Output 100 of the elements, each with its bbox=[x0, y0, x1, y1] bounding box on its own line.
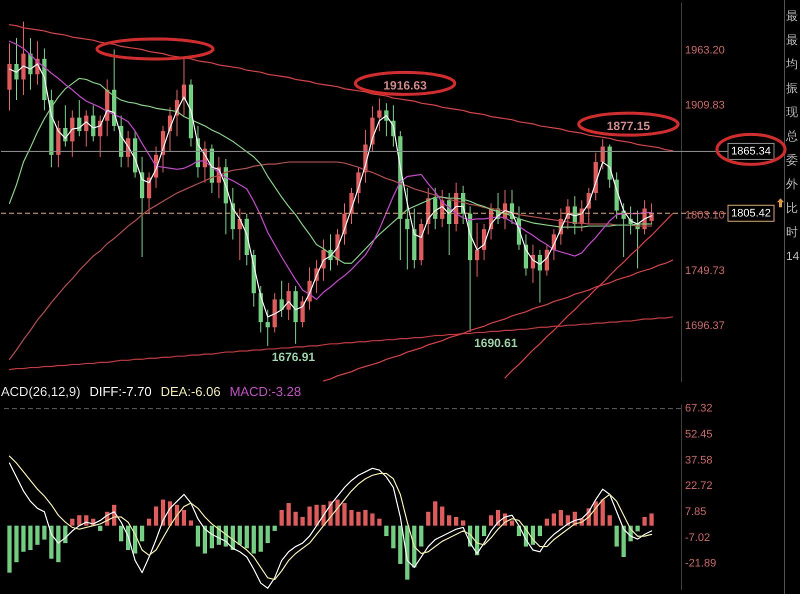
text: 最 bbox=[786, 32, 799, 49]
bar bbox=[35, 526, 40, 545]
bar bbox=[377, 518, 382, 526]
y-tick-label: -7.02 bbox=[685, 532, 710, 544]
candlestick bbox=[377, 98, 382, 132]
annotation: 1690.61 bbox=[474, 336, 518, 350]
text: 14 bbox=[786, 248, 800, 265]
bar bbox=[488, 515, 494, 526]
bar bbox=[56, 526, 60, 562]
bar bbox=[384, 526, 388, 536]
bar bbox=[544, 518, 550, 526]
candlestick bbox=[63, 104, 68, 148]
y-tick-label: 1749.73 bbox=[685, 264, 725, 277]
text: 比 bbox=[786, 200, 799, 217]
candlestick bbox=[474, 222, 480, 278]
bar bbox=[286, 503, 291, 526]
candlestick bbox=[91, 104, 96, 142]
candlestick bbox=[384, 102, 388, 137]
bar bbox=[558, 510, 563, 526]
bar bbox=[49, 526, 54, 559]
y-tick-label: 7.85 bbox=[685, 506, 706, 518]
bar bbox=[356, 512, 361, 526]
bar bbox=[280, 510, 284, 526]
bar bbox=[266, 526, 270, 544]
text: 外 bbox=[786, 176, 799, 193]
bar bbox=[98, 526, 102, 531]
text: 总 bbox=[786, 128, 799, 145]
y-tick-label: 1696.37 bbox=[685, 320, 725, 332]
annotation: 1916.63 bbox=[383, 78, 428, 92]
bar bbox=[642, 516, 647, 526]
chart-title: ACD(26,12,9) bbox=[1, 384, 80, 399]
y-tick-label: 52.45 bbox=[685, 428, 713, 441]
bar bbox=[635, 526, 640, 532]
line-series bbox=[8, 24, 674, 152]
bar bbox=[391, 526, 396, 548]
bar bbox=[419, 526, 424, 547]
bar bbox=[42, 526, 47, 540]
bar bbox=[440, 506, 444, 526]
bar bbox=[405, 526, 410, 580]
bar bbox=[552, 514, 556, 526]
bar bbox=[77, 515, 82, 526]
bar bbox=[238, 526, 242, 545]
bar bbox=[307, 506, 312, 526]
candlestick bbox=[266, 309, 270, 346]
bar bbox=[272, 526, 277, 531]
line-series bbox=[8, 316, 674, 370]
text: 现 bbox=[786, 104, 799, 121]
bar bbox=[70, 518, 74, 526]
bar bbox=[349, 510, 354, 526]
candlestick bbox=[280, 280, 284, 318]
y-tick-label: 22.72 bbox=[685, 480, 713, 492]
bar bbox=[600, 500, 605, 526]
bar bbox=[447, 515, 452, 526]
bar bbox=[294, 512, 298, 526]
bar bbox=[300, 516, 305, 526]
bar bbox=[63, 526, 68, 544]
bar bbox=[14, 526, 19, 562]
text: MACD:-3.28 bbox=[230, 384, 302, 399]
candlestick bbox=[433, 187, 438, 230]
candlestick bbox=[77, 100, 82, 137]
candlestick bbox=[286, 282, 291, 321]
bar bbox=[140, 526, 144, 542]
bar bbox=[426, 512, 430, 526]
bar bbox=[188, 520, 194, 526]
annotation: 1877.15 bbox=[606, 119, 650, 134]
text: 最 bbox=[786, 8, 799, 25]
bar bbox=[622, 526, 626, 557]
bar bbox=[608, 515, 612, 526]
bar bbox=[649, 514, 654, 526]
ref-line-label: 1805.42 bbox=[731, 207, 771, 220]
text: DIFF:-7.70 bbox=[89, 384, 152, 399]
text: 均 bbox=[786, 56, 799, 73]
bar bbox=[510, 520, 514, 526]
bar bbox=[210, 526, 214, 548]
bar bbox=[244, 526, 249, 548]
y-tick-label: 67.32 bbox=[685, 402, 713, 415]
bar bbox=[252, 526, 256, 554]
candlestick bbox=[600, 138, 605, 170]
bar bbox=[461, 520, 466, 526]
y-tick-label: 1909.83 bbox=[685, 99, 725, 112]
ref-line-label: 1865.34 bbox=[731, 145, 771, 158]
bar bbox=[363, 510, 368, 526]
text: 振 bbox=[786, 80, 799, 97]
bar bbox=[614, 526, 619, 547]
bar bbox=[454, 516, 458, 526]
bar bbox=[538, 526, 542, 536]
y-tick-label: 1963.20 bbox=[685, 44, 725, 56]
bar bbox=[28, 526, 33, 550]
bar bbox=[196, 526, 200, 547]
text: 时 bbox=[786, 224, 799, 241]
line-series bbox=[8, 161, 652, 360]
y-tick-label: 37.58 bbox=[685, 454, 713, 466]
bar bbox=[182, 510, 186, 526]
bar bbox=[119, 526, 124, 542]
bar bbox=[258, 526, 263, 552]
bar bbox=[154, 506, 158, 526]
y-tick-label: -21.89 bbox=[685, 558, 716, 570]
annotation: 1676.91 bbox=[272, 350, 316, 364]
bar bbox=[21, 526, 26, 552]
bar bbox=[342, 503, 347, 526]
